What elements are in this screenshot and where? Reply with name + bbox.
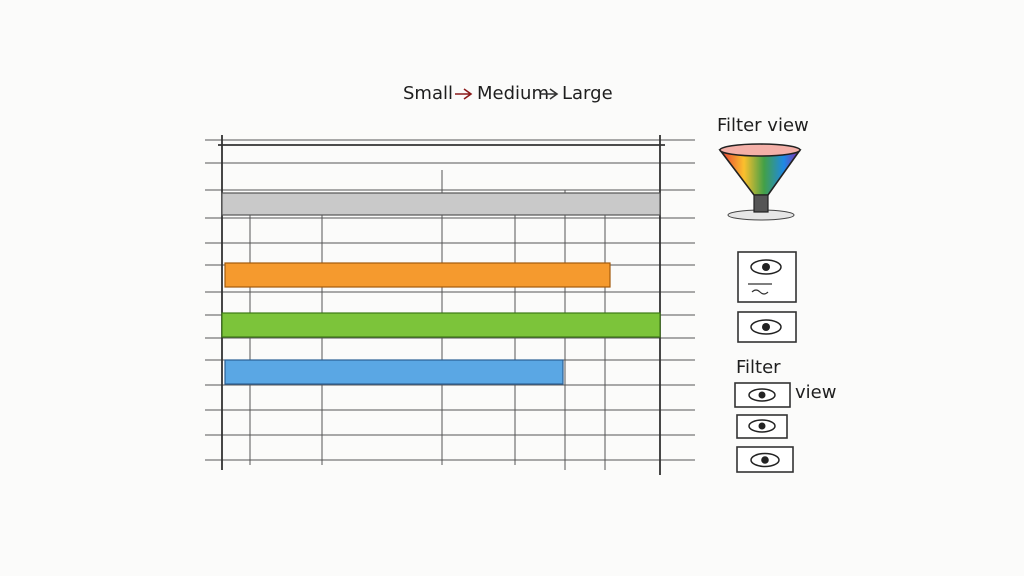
shape [758,391,766,399]
shape [736,446,794,473]
step-label: Medium [477,83,549,104]
filter-label: view [795,382,836,403]
arrow [541,88,559,100]
filter-title: Filter [736,357,781,378]
eye-toggle[interactable] [734,382,791,408]
bar [224,359,564,385]
size-steps: Small Medium Large [403,83,613,104]
shape [762,323,770,331]
filter-panel: Filter view [717,115,809,343]
eye-card[interactable] [737,251,797,303]
bar [221,312,661,338]
shape [762,263,770,271]
eye-toggle[interactable] [736,414,788,439]
shape [761,456,769,464]
funnel-icon[interactable] [718,143,802,221]
eye-toggle[interactable] [736,446,794,473]
shape [719,143,801,157]
bar [224,262,611,288]
filter-title: Filter view [717,115,809,136]
bar [221,192,661,216]
step-label: Large [562,83,613,104]
step-label: Small [403,83,453,104]
eye-card[interactable] [737,311,797,343]
filter-group: Filter view [734,357,836,473]
stroke [748,283,772,295]
bars [221,192,661,385]
shape [753,194,769,213]
grid [205,135,695,475]
shape [758,422,766,430]
arrow [455,88,473,100]
